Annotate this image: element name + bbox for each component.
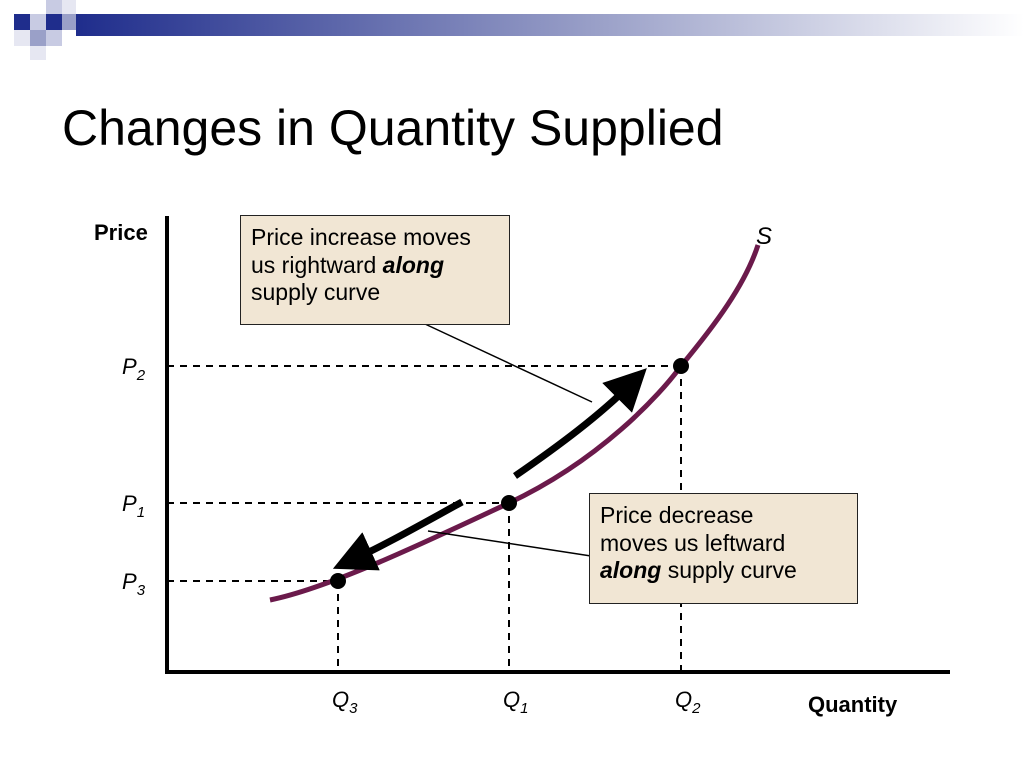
point-p3-q3 [330, 573, 346, 589]
decrease-callout-pointer [427, 530, 592, 557]
price-label-p1: P1 [122, 491, 145, 521]
increase-callout-pointer [424, 323, 593, 403]
decrease-line-2: moves us leftward [600, 529, 786, 556]
quantity-label-q1: Q1 [503, 687, 528, 717]
slide-header-decoration [14, 0, 1024, 60]
increase-line-3: supply curve [251, 279, 381, 305]
increase-line-1: Price increase moves [251, 224, 471, 250]
decrease-line-1: Price decrease [600, 502, 754, 528]
leftward-arrow [332, 498, 464, 571]
curve-label: S [756, 223, 772, 250]
price-decrease-callout: Price decrease moves us leftward along s… [589, 493, 858, 604]
quantity-label-q3: Q3 [332, 687, 358, 717]
price-increase-callout: Price increase moves us rightward along … [240, 215, 510, 325]
quantity-label-q2: Q2 [675, 687, 701, 717]
price-label-p3: P3 [122, 569, 146, 599]
slide-title: Changes in Quantity Supplied [62, 100, 724, 156]
decrease-line-3: along supply curve [600, 557, 797, 583]
increase-emphasis: along [382, 251, 445, 278]
x-axis-label: Quantity [808, 692, 898, 717]
point-p1-q1 [501, 495, 517, 511]
increase-line-2: us rightward along [251, 251, 445, 278]
price-label-p2: P2 [122, 354, 146, 384]
y-axis-label: Price [94, 220, 148, 245]
decrease-emphasis: along [600, 557, 662, 583]
rightward-arrow [513, 368, 647, 479]
point-p2-q2 [673, 358, 689, 374]
